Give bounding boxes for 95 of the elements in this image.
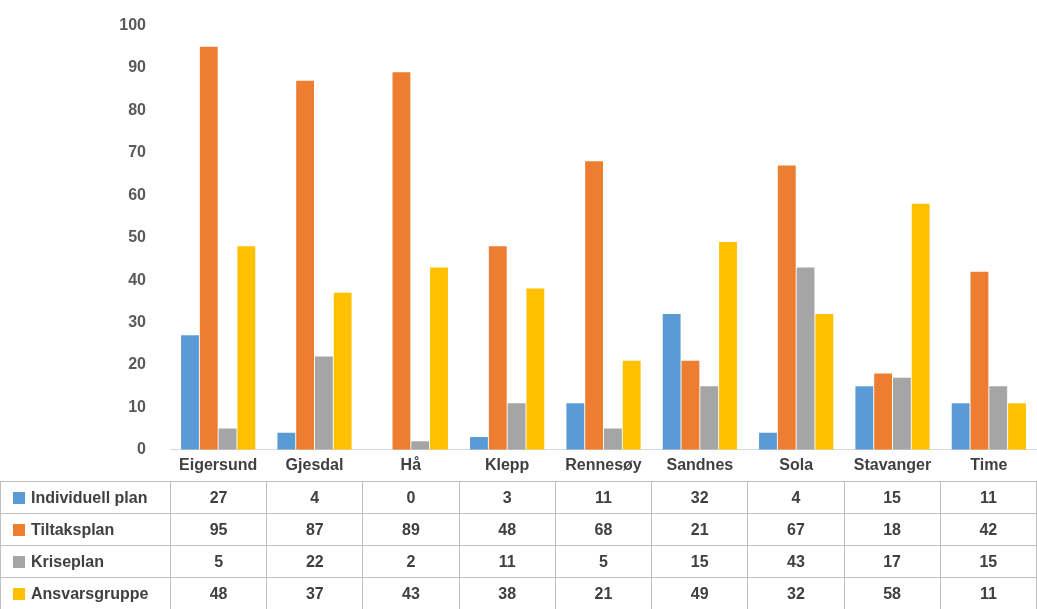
- data-label: 27: [170, 481, 267, 514]
- bar: [892, 377, 911, 450]
- bar: [622, 360, 641, 450]
- bar: [815, 314, 834, 450]
- y-tick-label: 90: [128, 58, 147, 76]
- data-label: 32: [747, 577, 844, 609]
- bar: [333, 292, 352, 450]
- data-label: 5: [555, 545, 652, 578]
- y-tick-label: 10: [128, 397, 147, 415]
- legend-label: Individuell plan: [31, 488, 148, 506]
- bar: [759, 432, 777, 450]
- data-label: 43: [747, 545, 844, 578]
- data-label: 42: [940, 513, 1037, 546]
- y-tick-label: 50: [128, 228, 147, 246]
- data-label: 89: [362, 513, 460, 546]
- data-label: 32: [651, 481, 748, 514]
- bar: [526, 288, 545, 450]
- data-label: 87: [266, 513, 363, 546]
- x-tick-label: Stavanger: [853, 455, 932, 473]
- y-tick-label: 80: [128, 100, 147, 118]
- data-label: 48: [459, 513, 556, 546]
- data-label: 11: [940, 577, 1037, 609]
- data-label: 15: [940, 545, 1037, 578]
- bar: [181, 335, 199, 450]
- y-tick-label: 40: [128, 270, 147, 288]
- bar: [796, 267, 815, 450]
- bar: [411, 441, 430, 450]
- x-tick-label: Time: [970, 455, 1008, 473]
- data-label: 4: [747, 481, 844, 514]
- bar: [874, 373, 893, 450]
- data-label: 21: [555, 577, 652, 609]
- data-label: 5: [170, 545, 267, 578]
- data-label: 37: [266, 577, 363, 609]
- bar: [566, 403, 585, 450]
- bar: [218, 428, 237, 450]
- bar: [430, 267, 448, 450]
- bar: [603, 428, 622, 450]
- bar: [507, 403, 526, 450]
- bar: [237, 246, 256, 450]
- bar: [951, 403, 970, 450]
- bar: [392, 72, 411, 450]
- bar: [1008, 403, 1026, 450]
- bar: [681, 360, 700, 450]
- data-label: 11: [555, 481, 652, 514]
- data-label: 18: [844, 513, 941, 546]
- y-tick-label: 70: [128, 143, 147, 161]
- data-label: 21: [651, 513, 748, 546]
- legend-label: Kriseplan: [31, 552, 104, 570]
- y-tick-label: 60: [128, 185, 147, 203]
- bar: [277, 432, 296, 450]
- data-label: 11: [940, 481, 1037, 514]
- legend-label: Ansvarsgruppe: [31, 584, 149, 602]
- data-label: 95: [170, 513, 267, 546]
- data-label: 38: [459, 577, 556, 609]
- data-label: 4: [266, 481, 363, 514]
- bar: [989, 386, 1008, 450]
- legend-label: Tiltaksplan: [31, 520, 115, 538]
- bar: [662, 314, 681, 450]
- bar: [296, 80, 315, 450]
- y-tick-label: 30: [128, 312, 147, 330]
- bar: [911, 203, 930, 450]
- y-tick-label: 20: [128, 355, 147, 373]
- data-label: 3: [459, 481, 556, 514]
- x-tick-label: Sola: [779, 455, 814, 473]
- bar: [970, 271, 989, 450]
- bar: [777, 165, 796, 450]
- bar: [719, 241, 737, 450]
- x-tick-label: Hå: [400, 455, 422, 473]
- x-tick-label: Sandnes: [666, 455, 734, 473]
- x-tick-label: Gjesdal: [285, 455, 344, 473]
- data-label: 17: [844, 545, 941, 578]
- data-label: 68: [555, 513, 652, 546]
- bar: [585, 161, 604, 450]
- data-label: 2: [362, 545, 460, 578]
- y-tick-label: 0: [137, 440, 147, 458]
- data-label: 49: [651, 577, 748, 609]
- data-label: 67: [747, 513, 844, 546]
- bar: [314, 356, 333, 450]
- data-label: 43: [362, 577, 460, 609]
- data-label: 0: [362, 481, 460, 514]
- y-tick-label: 100: [119, 16, 147, 34]
- data-label: 22: [266, 545, 363, 578]
- x-tick-label: Rennesøy: [565, 455, 642, 473]
- data-label: 48: [170, 577, 267, 609]
- bar: [488, 246, 507, 450]
- data-label: 15: [651, 545, 748, 578]
- bar: [700, 386, 719, 450]
- data-label: 58: [844, 577, 941, 609]
- x-tick-label: Eigersund: [179, 455, 258, 473]
- data-label: 15: [844, 481, 941, 514]
- bar: [470, 437, 488, 450]
- x-tick-label: Klepp: [484, 455, 530, 473]
- data-label: 11: [459, 545, 556, 578]
- bar: [199, 46, 218, 450]
- bar: [855, 386, 874, 450]
